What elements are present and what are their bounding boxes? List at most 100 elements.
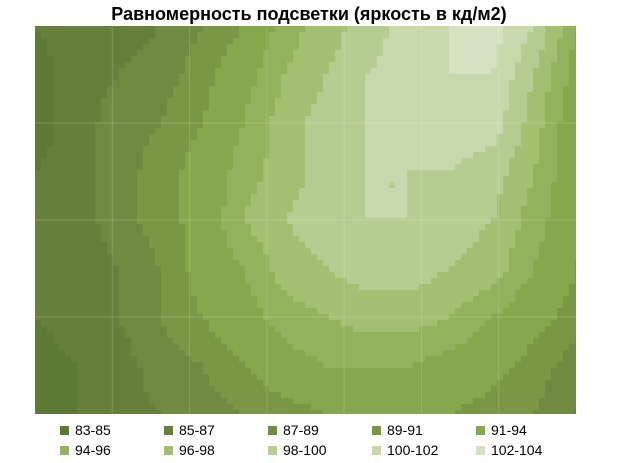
contour-cell xyxy=(119,350,126,357)
contour-cell xyxy=(77,176,84,183)
contour-cell xyxy=(413,266,420,273)
contour-cell xyxy=(407,326,414,333)
contour-cell xyxy=(509,290,516,297)
contour-cell xyxy=(101,290,108,297)
contour-cell xyxy=(461,314,468,321)
contour-cell xyxy=(515,200,522,207)
contour-cell xyxy=(371,326,378,333)
contour-cell xyxy=(89,338,96,345)
contour-cell xyxy=(215,104,222,111)
contour-cell xyxy=(359,104,366,111)
contour-cell xyxy=(431,134,438,141)
contour-cell xyxy=(377,206,384,213)
contour-cell xyxy=(575,308,576,315)
contour-cell xyxy=(353,104,360,111)
contour-cell xyxy=(239,104,246,111)
contour-cell xyxy=(245,272,252,279)
contour-cell xyxy=(533,62,540,69)
contour-cell xyxy=(479,344,486,351)
contour-cell xyxy=(251,284,258,291)
contour-cell xyxy=(473,218,480,225)
contour-cell xyxy=(473,314,480,321)
contour-cell xyxy=(215,146,222,153)
contour-cell xyxy=(119,86,126,93)
contour-cell xyxy=(419,134,426,141)
contour-cell xyxy=(419,326,426,333)
contour-cell xyxy=(113,266,120,273)
contour-cell xyxy=(101,122,108,129)
contour-cell xyxy=(401,92,408,99)
contour-cell xyxy=(455,182,462,189)
contour-cell xyxy=(329,200,336,207)
contour-cell xyxy=(395,152,402,159)
contour-cell xyxy=(491,32,498,39)
contour-cell xyxy=(173,260,180,267)
contour-cell xyxy=(365,176,372,183)
contour-cell xyxy=(155,44,162,51)
contour-cell xyxy=(353,68,360,75)
contour-cell xyxy=(515,284,522,291)
contour-cell xyxy=(233,98,240,105)
contour-cell xyxy=(47,110,54,117)
contour-cell xyxy=(239,164,246,171)
contour-cell xyxy=(311,182,318,189)
contour-cell xyxy=(551,134,558,141)
contour-cell xyxy=(461,38,468,45)
contour-cell xyxy=(323,218,330,225)
contour-cell xyxy=(269,158,276,165)
contour-cell xyxy=(161,128,168,135)
contour-cell xyxy=(551,158,558,165)
contour-cell xyxy=(155,314,162,321)
contour-cell xyxy=(575,326,576,333)
contour-cell xyxy=(77,350,84,357)
contour-cell xyxy=(515,326,522,333)
contour-cell xyxy=(83,242,90,249)
contour-cell xyxy=(71,194,78,201)
contour-cell xyxy=(533,296,540,303)
contour-cell xyxy=(215,152,222,159)
contour-cell xyxy=(155,308,162,315)
contour-cell xyxy=(47,44,54,51)
contour-cell xyxy=(455,302,462,309)
contour-cell xyxy=(557,332,564,339)
contour-cell xyxy=(407,170,414,177)
contour-cell xyxy=(533,38,540,45)
contour-cell xyxy=(359,26,366,33)
contour-cell xyxy=(347,200,354,207)
contour-cell xyxy=(557,188,564,195)
contour-cell xyxy=(269,272,276,279)
contour-cell xyxy=(353,50,360,57)
contour-cell xyxy=(317,140,324,147)
contour-cell xyxy=(515,314,522,321)
contour-cell xyxy=(431,152,438,159)
contour-cell xyxy=(185,170,192,177)
contour-cell xyxy=(155,290,162,297)
contour-cell xyxy=(113,332,120,339)
contour-cell xyxy=(269,134,276,141)
contour-cell xyxy=(95,110,102,117)
contour-cell xyxy=(95,344,102,351)
contour-cell xyxy=(281,212,288,219)
contour-cell xyxy=(431,170,438,177)
contour-cell xyxy=(437,56,444,63)
contour-cell xyxy=(155,26,162,33)
contour-cell xyxy=(323,188,330,195)
contour-cell xyxy=(383,338,390,345)
contour-cell xyxy=(527,74,534,81)
contour-cell xyxy=(167,50,174,57)
contour-cell xyxy=(245,308,252,315)
contour-cell xyxy=(371,110,378,117)
contour-cell xyxy=(485,290,492,297)
contour-cell xyxy=(47,116,54,123)
contour-cell xyxy=(77,56,84,63)
contour-cell xyxy=(233,170,240,177)
contour-cell xyxy=(65,188,72,195)
contour-cell xyxy=(563,254,570,261)
contour-cell xyxy=(197,38,204,45)
contour-cell xyxy=(353,62,360,69)
contour-cell xyxy=(329,302,336,309)
contour-cell xyxy=(101,254,108,261)
contour-cell xyxy=(35,314,42,321)
contour-cell xyxy=(467,68,474,75)
contour-cell xyxy=(389,62,396,69)
